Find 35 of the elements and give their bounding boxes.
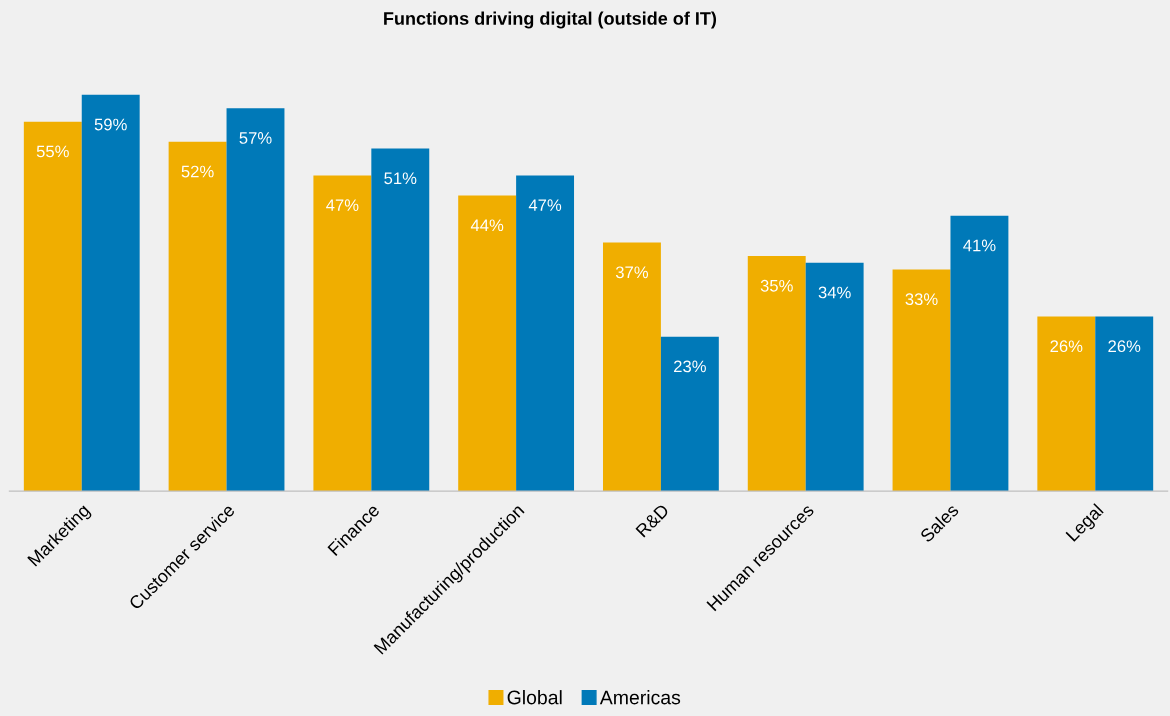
data-label: 47% (528, 199, 562, 211)
bar (168, 141, 227, 492)
bar (1095, 316, 1154, 492)
data-label: 44% (470, 219, 504, 232)
bar (805, 262, 864, 492)
bar (516, 175, 575, 492)
legend-label: Americas (599, 690, 681, 705)
bar (1037, 316, 1096, 492)
bar (313, 175, 372, 492)
legend-label: Global (507, 690, 562, 705)
data-label: 26% (1050, 340, 1083, 353)
bar (747, 256, 806, 492)
bar (660, 336, 719, 492)
chart-title: Functions driving digital (outside of IT) (384, 11, 717, 29)
data-label: 57% (239, 132, 272, 144)
bar (226, 108, 285, 492)
data-label: 34% (818, 286, 851, 299)
data-label: 47% (326, 199, 359, 211)
data-label: 41% (963, 239, 996, 252)
bar (458, 195, 517, 492)
data-label: 37% (615, 266, 649, 279)
bar (950, 215, 1009, 492)
bar (81, 94, 140, 492)
data-label: 26% (1108, 340, 1141, 353)
bar (23, 121, 82, 492)
data-label: 35% (760, 279, 793, 292)
bar (602, 242, 661, 492)
data-label: 51% (384, 172, 417, 185)
data-label: 59% (94, 118, 127, 131)
data-label: 55% (36, 145, 69, 158)
data-label: 33% (905, 293, 938, 306)
bar (892, 269, 951, 492)
data-label: 52% (181, 165, 214, 178)
bar (371, 148, 430, 492)
data-label: 23% (674, 360, 706, 373)
